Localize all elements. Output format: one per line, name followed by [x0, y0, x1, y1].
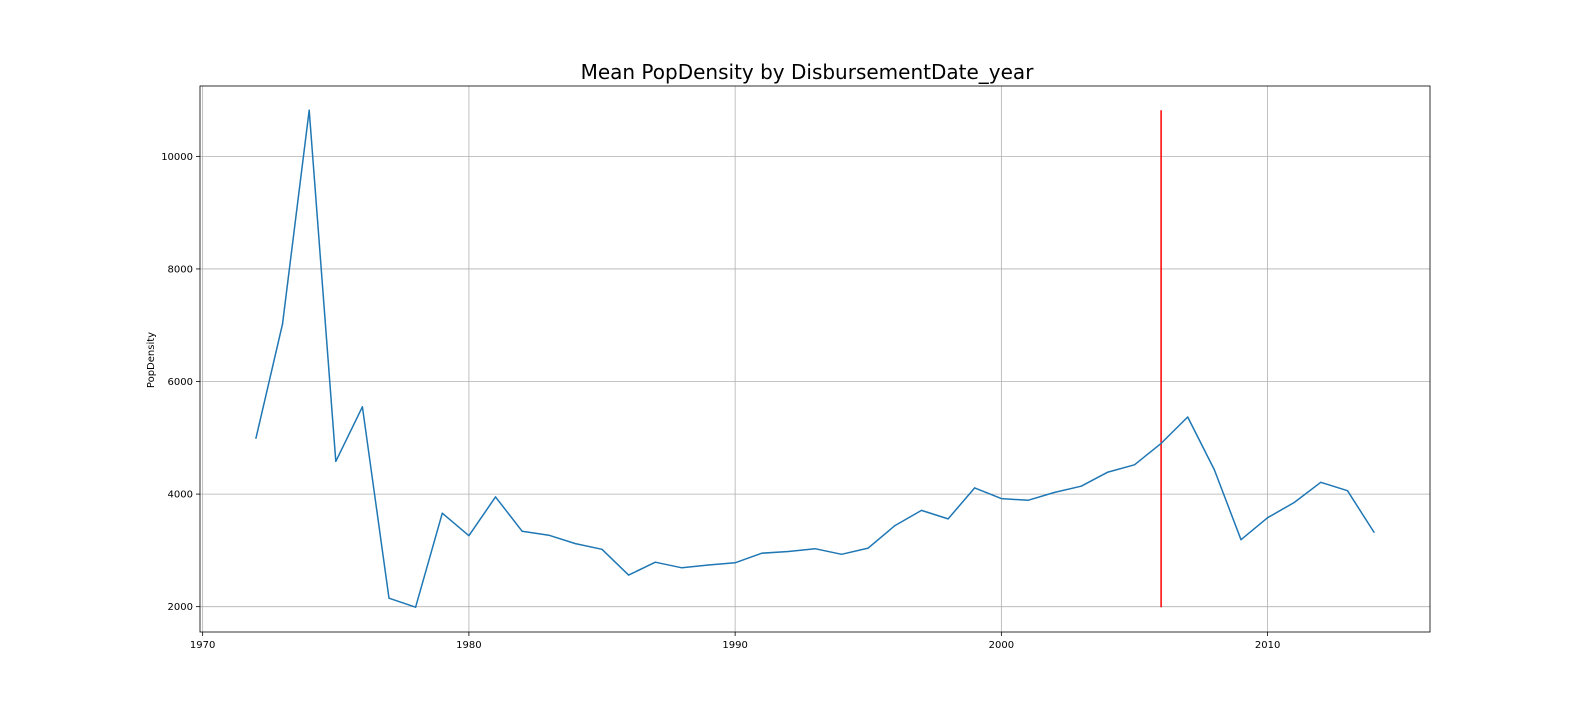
data-point — [255, 437, 257, 439]
data-point — [361, 406, 363, 408]
y-axis-label: PopDensity — [146, 332, 157, 388]
data-point — [1213, 469, 1215, 471]
data-point — [1054, 491, 1056, 493]
y-axis: 2000 4000 6000 8000 10000 — [161, 152, 200, 613]
data-point — [841, 553, 843, 555]
data-point — [308, 109, 310, 111]
data-point — [281, 323, 284, 325]
data-point — [1267, 517, 1269, 519]
data-point — [335, 460, 337, 462]
grid — [200, 86, 1430, 632]
series-lines — [255, 109, 1375, 608]
y-tick-label: 10000 — [161, 152, 193, 163]
data-point — [867, 547, 869, 549]
x-axis: 1970 1980 1990 2000 2010 — [190, 632, 1280, 651]
data-point — [1133, 464, 1136, 466]
data-point — [1107, 471, 1109, 473]
x-tick-label: 2010 — [1255, 640, 1280, 651]
data-point — [1080, 485, 1082, 487]
data-point — [787, 550, 790, 553]
data-point — [894, 525, 896, 527]
data-point — [574, 543, 577, 545]
data-point — [521, 530, 523, 532]
series-line — [255, 109, 1375, 608]
data-point — [441, 512, 443, 514]
data-point — [415, 606, 417, 608]
data-point — [1000, 498, 1003, 500]
data-point — [1240, 539, 1242, 541]
y-tick-label: 4000 — [168, 490, 193, 501]
data-point — [734, 562, 736, 564]
x-tick-label: 2000 — [989, 640, 1014, 651]
data-point — [1187, 416, 1189, 418]
data-point — [707, 564, 710, 566]
y-tick-label: 2000 — [168, 602, 193, 613]
data-point — [761, 552, 763, 554]
data-point — [1293, 501, 1295, 504]
data-point — [1160, 442, 1162, 444]
data-point — [947, 518, 949, 520]
data-point — [601, 548, 603, 550]
plot-frame — [199, 85, 1431, 633]
data-point — [654, 561, 656, 563]
y-tick-label: 6000 — [168, 377, 193, 388]
data-point — [1346, 490, 1349, 492]
data-point — [494, 496, 497, 498]
x-tick-label: 1980 — [456, 640, 481, 651]
y-tick-label: 8000 — [168, 264, 193, 275]
data-point — [920, 509, 923, 511]
data-point — [1373, 531, 1375, 534]
chart-title: Mean PopDensity by DisbursementDate_year — [581, 60, 1035, 84]
data-point — [1320, 481, 1322, 483]
data-point — [548, 534, 550, 536]
x-tick-label: 1990 — [722, 640, 747, 651]
data-point — [974, 487, 976, 489]
data-point — [681, 567, 683, 569]
x-tick-label: 1970 — [190, 640, 215, 651]
data-point — [388, 597, 390, 599]
data-point — [814, 548, 816, 550]
data-point — [468, 535, 470, 537]
data-point — [1027, 499, 1029, 501]
data-point — [628, 574, 630, 576]
